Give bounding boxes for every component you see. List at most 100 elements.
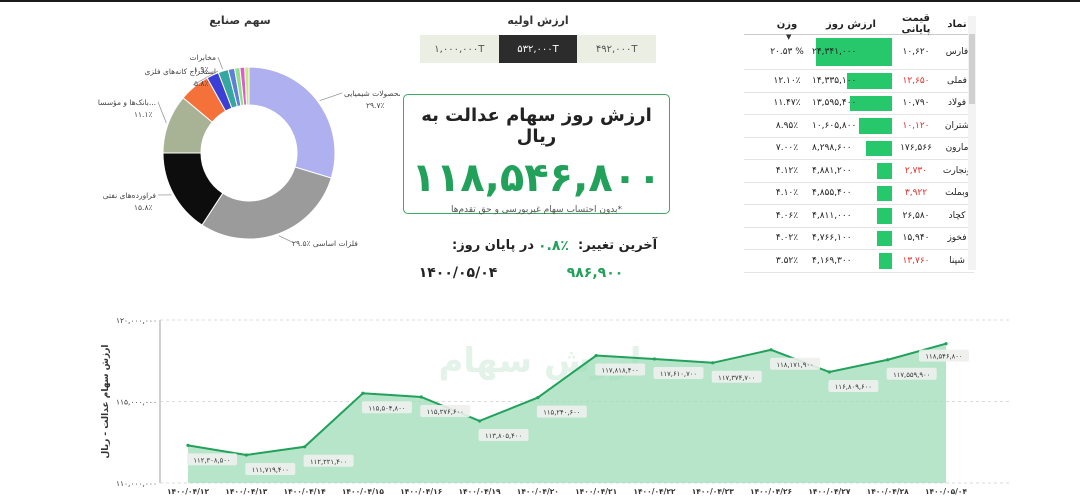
daily-value-text: ۴,۷۶۶,۱۰۰ <box>812 233 852 244</box>
data-point[interactable] <box>244 453 248 457</box>
data-label: ۱۱۲,۳۰۸,۵۰۰ <box>193 456 230 464</box>
data-point[interactable] <box>827 370 831 374</box>
table-row[interactable]: فارس ۱۰,۶۲۰ ۲۴,۳۴۱,۰۰۰ ۲۰.۵۳ % <box>744 35 974 70</box>
header-close-price[interactable]: قیمت پایانی <box>901 13 931 35</box>
header-weight[interactable]: وزن <box>776 18 798 30</box>
header-symbol[interactable]: نماد <box>947 18 967 30</box>
cell-weight: ۴.۱۰٪ <box>775 188 799 199</box>
table-row[interactable]: فولاد ۱۰,۷۹۰ ۱۳,۵۹۵,۴۰۰ ۱۱.۴۷٪ <box>744 93 974 115</box>
cell-close-price: ۲,۷۳۰ <box>904 165 928 176</box>
cell-weight: ۷.۰۰٪ <box>775 143 799 154</box>
header-daily-value[interactable]: ارزش روز <box>826 18 876 30</box>
table-row[interactable]: کچاد ۲۶,۵۸۰ ۴,۸۱۱,۰۰۰ ۴.۰۶٪ <box>744 205 974 228</box>
data-label: ۱۱۷,۶۱۰,۷۰۰ <box>660 370 697 378</box>
cell-close-price: ۱۷۶,۵۶۶ <box>900 143 932 154</box>
x-tick-label: ۱۴۰۰/۰۴/۱۳ <box>225 487 268 496</box>
sort-desc-icon[interactable]: ▼ <box>786 33 792 41</box>
cell-symbol: فخوز <box>947 233 967 244</box>
donut-slice[interactable] <box>201 166 332 240</box>
cell-symbol: کچاد <box>948 210 966 221</box>
cell-weight: ۴.۰۶٪ <box>775 210 799 221</box>
data-label-bg <box>536 405 587 418</box>
y-tick-label: ۱۱۵,۰۰۰,۰۰۰ <box>116 398 157 407</box>
data-point[interactable] <box>361 391 365 395</box>
donut-slice[interactable] <box>248 66 336 179</box>
x-tick-label: ۱۴۰۰/۰۴/۲۱ <box>575 487 617 496</box>
x-tick-label: ۱۴۰۰/۰۴/۱۴ <box>284 487 327 496</box>
data-label: ۱۱۸,۱۷۱,۹۰۰ <box>776 361 813 369</box>
table-row[interactable]: شتران ۱۰,۱۲۰ ۱۰,۶۰۵,۸۰۰ ۸.۹۵٪ <box>744 115 974 138</box>
data-label-bg <box>886 367 937 380</box>
table-row[interactable]: ونجارت ۲,۷۳۰ ۴,۸۸۱,۲۰۰ ۴.۱۲٪ <box>744 160 974 183</box>
daily-value-text: ۲۴,۳۴۱,۰۰۰ <box>812 47 857 57</box>
data-label-bg <box>919 349 969 362</box>
daily-value-amount: ۱۱۸,۵۴۶,۸۰۰ <box>411 155 662 201</box>
cell-symbol: فولاد <box>947 98 967 109</box>
donut-leader-line <box>319 92 343 101</box>
data-label: ۱۱۷,۳۷۴,۷۰۰ <box>718 374 755 382</box>
cell-weight: ۸.۹۵٪ <box>775 120 799 131</box>
daily-value-bar <box>879 253 892 269</box>
initial-value-title: ارزش اولیه <box>507 14 569 27</box>
x-tick-label: ۱۴۰۰/۰۴/۲۷ <box>808 487 851 496</box>
data-label-bg <box>828 380 879 393</box>
data-point[interactable] <box>419 395 423 399</box>
data-point[interactable] <box>769 348 773 352</box>
initial-value-option-1000000[interactable]: ۱,۰۰۰,۰۰۰T <box>420 35 499 63</box>
data-point[interactable] <box>711 361 715 365</box>
data-point[interactable] <box>536 395 540 400</box>
cell-daily-value: ۴,۸۱۱,۰۰۰ <box>810 205 892 227</box>
cell-symbol: فارس <box>945 47 969 57</box>
daily-value-text: ۴,۸۱۱,۰۰۰ <box>812 210 852 221</box>
daily-value-text: ۱۰,۶۰۵,۸۰۰ <box>812 120 857 131</box>
x-tick-label: ۱۴۰۰/۰۴/۲۰ <box>517 487 559 496</box>
data-label: ۱۱۵,۵۰۴,۸۰۰ <box>368 404 405 412</box>
holdings-table: نماد قیمت پایانی ارزش روز وزن فارس ۱۰,۶۲۰… <box>744 13 974 273</box>
industry-share-donut-chart: محصولات شیمیایی ۲۹.۷٪ ۲۹.۵٪ فلزات اساسی فرا… <box>98 53 400 248</box>
table-row[interactable]: وبملت ۳,۹۲۲ ۴,۸۵۵,۴۰۰ ۴.۱۰٪ <box>744 183 974 205</box>
cell-daily-value: ۴,۷۶۶,۱۰۰ <box>810 228 892 250</box>
data-label: ۱۱۳,۸۰۵,۴۰۰ <box>485 432 522 440</box>
data-point[interactable] <box>594 353 598 358</box>
daily-value-bar <box>877 185 892 201</box>
daily-value-text: ۴,۱۶۹,۳۰۰ <box>812 255 852 266</box>
cell-daily-value: ۴,۸۸۱,۲۰۰ <box>810 160 892 182</box>
table-row[interactable]: شپنا ۱۳,۷۶۰ ۴,۱۶۹,۳۰۰ ۳.۵۲٪ <box>744 250 974 273</box>
cell-symbol: ونجارت <box>942 165 972 176</box>
daily-value-text: ۴,۸۸۱,۲۰۰ <box>812 165 852 176</box>
end-of-day-label: در پایان روز: <box>452 238 535 253</box>
donut-slice-label: ۲۹.۵٪ فلزات اساسی <box>292 239 358 248</box>
donut-slice[interactable] <box>244 66 250 106</box>
daily-value-bar <box>850 95 892 111</box>
initial-value-option-492000[interactable]: ۴۹۲,۰۰۰T <box>577 35 657 63</box>
x-tick-label: ۱۴۰۰/۰۴/۲۶ <box>750 487 792 496</box>
cell-close-price: ۱۲,۶۵۰ <box>902 75 930 86</box>
data-point[interactable] <box>652 357 657 361</box>
cell-daily-value: ۴,۸۵۵,۴۰۰ <box>810 183 892 205</box>
data-label: ۱۱۶,۸۰۹,۶۰۰ <box>835 383 872 391</box>
data-point[interactable] <box>303 445 307 449</box>
initial-value-option-532000[interactable]: ۵۳۲,۰۰۰T <box>498 35 578 63</box>
data-point[interactable] <box>886 358 890 362</box>
data-label-bg <box>711 370 762 383</box>
data-point[interactable] <box>186 443 190 447</box>
table-row[interactable]: فملی ۱۲,۶۵۰ ۱۴,۳۳۵,۱۰۰ ۱۲.۱۰٪ <box>744 70 974 93</box>
data-label: ۱۱۵,۲۴۰,۶۰۰ <box>543 409 580 417</box>
table-scrollbar-thumb[interactable] <box>969 34 975 104</box>
table-row[interactable]: فخوز ۱۵,۹۴۰ ۴,۷۶۶,۱۰۰ ۴.۰۲٪ <box>744 228 974 250</box>
donut-slice-label: مخابرات <box>189 53 216 62</box>
data-label: ۱۱۷,۸۱۸,۴۰۰ <box>602 367 639 375</box>
y-tick-label: ۱۱۰,۰۰۰,۰۰۰ <box>116 479 157 488</box>
table-row[interactable]: مارون ۱۷۶,۵۶۶ ۸,۲۹۸,۶۰۰ ۷.۰۰٪ <box>744 138 974 160</box>
table-scrollbar[interactable] <box>968 16 976 270</box>
data-label-bg <box>653 366 704 379</box>
value-history-area-chart: ۱۲۰,۰۰۰,۰۰۰ ۱۱۵,۰۰۰,۰۰۰ ۱۱۰,۰۰۰,۰۰۰ ارزش سه… <box>101 316 1010 496</box>
donut-slice-label: محصولات شیمیایی <box>344 89 400 98</box>
data-point[interactable] <box>944 342 948 346</box>
x-tick-label: ۱۴۰۰/۰۴/۲۸ <box>867 487 910 496</box>
data-point[interactable] <box>477 419 482 423</box>
donut-slice-percent: ۵.۸٪ <box>194 79 208 88</box>
y-tick-label: ۱۲۰,۰۰۰,۰۰۰ <box>116 316 157 325</box>
cell-weight: ۱۱.۴۷٪ <box>773 98 801 109</box>
top-border <box>0 0 1080 2</box>
